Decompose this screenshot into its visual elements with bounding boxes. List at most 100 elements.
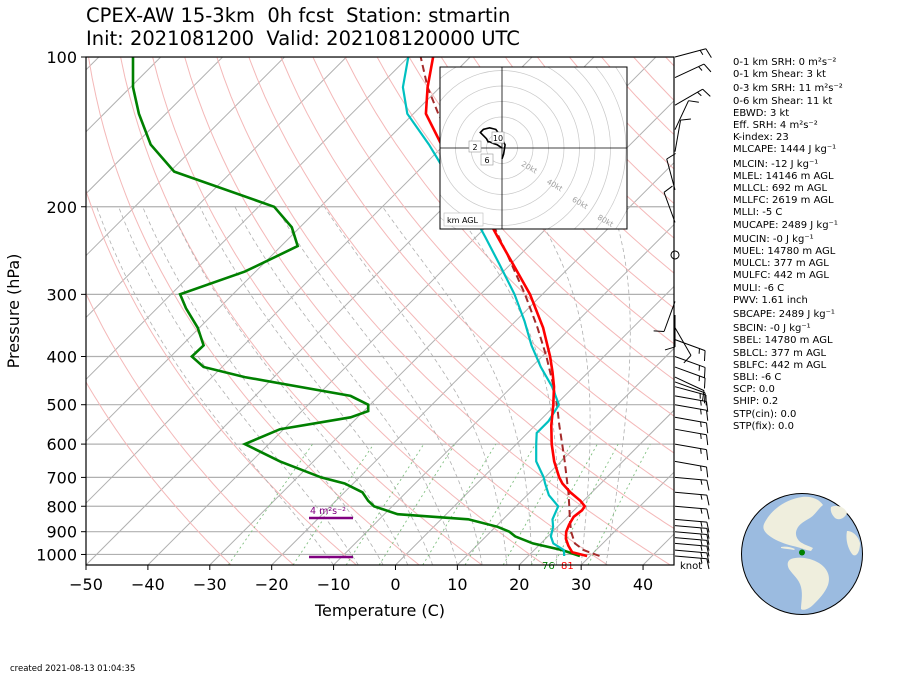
wind-barb-half-flag — [700, 527, 703, 534]
wind-barb-flag — [701, 390, 705, 402]
wind-barb-flag — [683, 355, 692, 364]
hodograph-unit-box — [443, 212, 484, 227]
wind-barb-flag — [706, 540, 710, 551]
index-stp-fix: STP(fix): 0.0 — [733, 420, 794, 432]
wind-barb-staff — [674, 376, 705, 392]
y-tick-label: 200 — [46, 198, 77, 217]
isotherm-gridline — [209, 100, 674, 565]
index-srh-0-3: 0-3 km SRH: 11 m²s⁻² — [733, 83, 843, 95]
dry-adiabat — [440, 57, 674, 309]
wind-barb-staff — [674, 395, 707, 402]
x-tick-label: 30 — [571, 575, 591, 594]
wind-barb-staff — [674, 531, 707, 535]
index-sbcape: SBCAPE: 2489 J kg⁻¹ — [733, 309, 835, 321]
mixing-ratio-line — [228, 443, 313, 565]
wind-barb-flag — [706, 434, 709, 446]
calm-wind-marker — [670, 250, 680, 260]
index-scp: SCP: 0.0 — [733, 384, 775, 396]
index-sbel: SBEL: 14780 m AGL — [733, 335, 833, 347]
wind-barb-flag — [653, 330, 665, 333]
index-mucape: MUCAPE: 2489 J kg⁻¹ — [733, 219, 838, 231]
index-muli: MULI: -6 C — [733, 282, 785, 294]
moist-adiabat — [96, 206, 334, 565]
wind-barb-half-flag — [700, 508, 703, 514]
wind-barb-staff — [674, 404, 707, 411]
index-sbli: SBLI: -6 C — [733, 372, 782, 384]
caribbean-islands — [781, 546, 795, 550]
wind-barb-staff — [674, 491, 707, 496]
hodograph-height-box — [468, 140, 482, 153]
isotherm-gridline — [86, 57, 223, 195]
dry-adiabat — [472, 57, 674, 274]
wind-barb-flag — [664, 346, 676, 351]
moist-adiabat — [605, 206, 631, 565]
isotherm-gridline — [580, 471, 674, 565]
dry-adiabat — [120, 57, 483, 565]
wind-barb-staff — [674, 476, 707, 481]
index-mlel: MLEL: 14146 m AGL — [733, 170, 834, 182]
chart-title-line-1: CPEX-AW 15-3km 0h fcst Station: stmartin — [86, 4, 511, 27]
mixing-ratio-line — [378, 443, 456, 565]
index-pwv: PWV: 1.61 inch — [733, 294, 808, 306]
wind-barb-flag — [688, 100, 699, 103]
mixing-ratio-line — [553, 443, 619, 565]
moist-adiabat — [531, 206, 591, 565]
dry-adiabat — [184, 57, 608, 565]
wind-barb-half-flag — [700, 465, 702, 472]
wind-barb-flag — [703, 392, 706, 404]
wind-barb-flag — [706, 449, 709, 461]
wind-barb-half-flag — [700, 433, 702, 439]
isotherm-gridline — [86, 57, 471, 442]
wind-barb-flag — [705, 48, 712, 58]
index-sbcin: SBCIN: -0 J kg⁻¹ — [733, 323, 811, 335]
y-tick-label: 1000 — [36, 545, 77, 564]
index-mucin: MUCIN: -0 J kg⁻¹ — [733, 233, 814, 245]
y-axis-label: Pressure (hPa) — [4, 254, 23, 369]
wind-barb-staff — [663, 301, 676, 332]
y-tick-label: 300 — [46, 285, 77, 304]
wind-barb-half-flag — [700, 421, 702, 428]
wind-barb-staff — [674, 518, 707, 523]
index-muel: MUEL: 14780 m AGL — [733, 246, 836, 258]
wind-barb-flag — [706, 546, 710, 557]
dry-adiabat — [280, 57, 674, 492]
wind-barb-half-flag — [698, 66, 703, 71]
x-tick-label: −20 — [255, 575, 289, 594]
wind-barb-staff — [674, 416, 707, 424]
x-tick-label: 0 — [390, 575, 400, 594]
hodograph-height-label: 6 — [484, 156, 489, 165]
y-tick-label: 700 — [46, 468, 77, 487]
wind-barb-staff — [674, 48, 707, 58]
wind-barb-half-flag — [700, 552, 703, 558]
index-stp-cin: STP(cin): 0.0 — [733, 408, 797, 420]
index-mlcin: MLCIN: -12 J kg⁻¹ — [733, 158, 819, 170]
index-sblfc: SBLFC: 442 m AGL — [733, 359, 827, 371]
wind-barb-flag — [666, 153, 676, 160]
isotherm-gridline — [86, 57, 162, 133]
hodograph-unit-label: km AGL — [447, 216, 479, 225]
north-america-land — [763, 496, 823, 551]
moist-adiabat — [324, 206, 508, 565]
x-tick-label: 10 — [447, 575, 467, 594]
hodograph-height-label: 2 — [472, 143, 477, 152]
wind-barb-flag — [703, 367, 706, 378]
wind-barb-flag — [706, 552, 710, 564]
index-ship: SHIP: 0.2 — [733, 396, 779, 408]
index-mulcl: MULCL: 377 m AGL — [733, 258, 829, 270]
wind-barb-staff — [674, 100, 689, 130]
x-tick-label: −10 — [317, 575, 351, 594]
x-tick-label: 40 — [633, 575, 653, 594]
wind-barb-flag — [703, 63, 712, 73]
mixing-ratio-line — [422, 443, 497, 565]
surface-temperature-label: 81 — [561, 561, 574, 572]
dry-adiabat — [344, 57, 674, 417]
isotherm-gridline — [518, 409, 674, 565]
dry-adiabat — [248, 57, 674, 530]
wind-barb-half-flag — [700, 545, 703, 551]
y-tick-label: 500 — [46, 396, 77, 415]
wind-barb-staff — [674, 555, 707, 560]
dry-adiabat — [88, 57, 420, 565]
created-timestamp: created 2021-08-13 01:04:35 — [10, 664, 136, 674]
isotherm-gridline — [86, 57, 409, 381]
